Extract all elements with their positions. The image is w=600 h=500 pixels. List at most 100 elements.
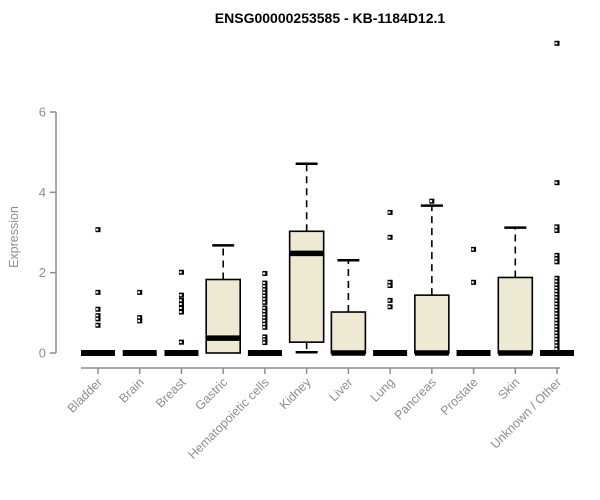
median-line: [414, 350, 449, 356]
outlier-point-center: [555, 260, 558, 263]
outlier-point-center: [96, 228, 99, 231]
outlier-point-center: [179, 299, 182, 302]
x-tick-label: Hematopoietic cells: [185, 375, 272, 462]
outlier-point-center: [137, 319, 141, 322]
outlier-point-center: [555, 347, 558, 350]
outlier-point-center: [555, 277, 558, 280]
box-gastric: [205, 278, 241, 354]
zero-box-prostate: [456, 350, 491, 356]
box-liver: [330, 311, 367, 354]
outlier-point-center: [555, 309, 558, 312]
y-tick-label: 0: [39, 346, 46, 361]
x-tick-label: Skin: [495, 375, 522, 402]
zero-box-hematopoietic-cells: [247, 350, 282, 356]
outlier-point-center: [263, 341, 266, 344]
outlier-point-center: [555, 290, 558, 293]
outlier-point-center: [263, 298, 266, 301]
outlier-point-center: [179, 294, 182, 297]
outlier-point-center: [263, 335, 266, 338]
outlier-point-center: [555, 225, 558, 228]
outlier-point-center: [137, 316, 141, 319]
zero-box-bladder: [81, 350, 115, 356]
outlier-point-center: [471, 248, 474, 251]
outlier-point-center: [471, 281, 474, 284]
outlier-point-center: [555, 280, 558, 283]
outlier-point-center: [263, 319, 266, 322]
outlier-point-center: [555, 299, 558, 302]
outlier-point-center: [555, 341, 558, 344]
zero-box-unknown-other: [540, 350, 575, 356]
outlier-point-center: [263, 310, 266, 313]
y-tick-label: 2: [39, 265, 46, 280]
outlier-point-center: [263, 291, 266, 294]
outlier-point-center: [263, 294, 266, 297]
outlier-point-center: [263, 285, 266, 288]
x-tick-label: Bladder: [65, 375, 105, 415]
outlier-point-center: [179, 302, 182, 305]
outlier-point-center: [263, 307, 266, 310]
x-tick-label: Lung: [368, 375, 398, 405]
outlier-point-center: [96, 317, 99, 320]
outlier-point-center: [555, 315, 558, 318]
outlier-point-center: [555, 328, 558, 331]
outlier-point-center: [263, 282, 266, 285]
outlier-point-center: [555, 302, 558, 305]
zero-box-brain: [122, 350, 157, 356]
outlier-point-center: [555, 283, 558, 286]
outlier-point-center: [96, 308, 99, 311]
outlier-point-center: [96, 314, 99, 317]
outlier-point-center: [263, 313, 266, 316]
outlier-point-center: [555, 344, 558, 347]
y-tick-label: 6: [39, 104, 46, 119]
outlier-point-center: [179, 341, 182, 344]
outlier-point-center: [263, 288, 266, 291]
outlier-point-center: [137, 291, 141, 294]
box-kidney: [288, 230, 325, 343]
outlier-point-center: [555, 331, 558, 334]
box-pancreas: [414, 294, 450, 354]
outlier-point-center: [179, 311, 182, 314]
outlier-point-center: [555, 338, 558, 341]
box-skin: [497, 276, 534, 354]
x-tick-label: Breast: [153, 375, 189, 411]
outlier-point-center: [388, 305, 391, 308]
outlier-point-center: [263, 326, 266, 329]
median-line: [289, 250, 324, 257]
x-tick-label: Unknown / Other: [488, 375, 564, 451]
zero-box-breast: [164, 350, 199, 356]
outlier-point-center: [263, 272, 266, 275]
outlier-point-center: [179, 271, 182, 274]
x-tick-label: Brain: [116, 375, 147, 406]
median-line: [498, 350, 533, 356]
y-tick-label: 4: [39, 185, 46, 200]
outlier-point-center: [555, 286, 558, 289]
outlier-point-center: [388, 236, 391, 239]
outlier-point-center: [555, 322, 558, 325]
chart-title: ENSG00000253585 - KB-1184D12.1: [214, 10, 446, 26]
outlier-point-center: [555, 229, 558, 232]
median-line: [206, 335, 241, 341]
outlier-point-center: [555, 319, 558, 322]
y-axis-title: Expression: [7, 206, 21, 268]
x-tick-label: Kidney: [277, 375, 314, 412]
outlier-point-center: [555, 254, 558, 257]
outlier-point-center: [263, 338, 266, 341]
median-line: [331, 350, 366, 356]
outlier-point-center: [555, 325, 558, 328]
outlier-point-center: [555, 293, 558, 296]
outlier-point-center: [555, 181, 558, 184]
outlier-point-center: [96, 291, 99, 294]
outlier-point-center: [555, 296, 558, 299]
outlier-point-center: [388, 211, 391, 214]
outlier-point-center: [263, 323, 266, 326]
x-tick-label: Prostate: [438, 375, 481, 418]
outlier-point-center: [96, 324, 99, 327]
outlier-point-center: [263, 316, 266, 319]
x-tick-label: Liver: [326, 375, 355, 404]
outlier-point-center: [263, 301, 266, 304]
outlier-point-center: [179, 307, 182, 310]
outlier-point-center: [388, 299, 391, 302]
outlier-point-center: [555, 312, 558, 315]
